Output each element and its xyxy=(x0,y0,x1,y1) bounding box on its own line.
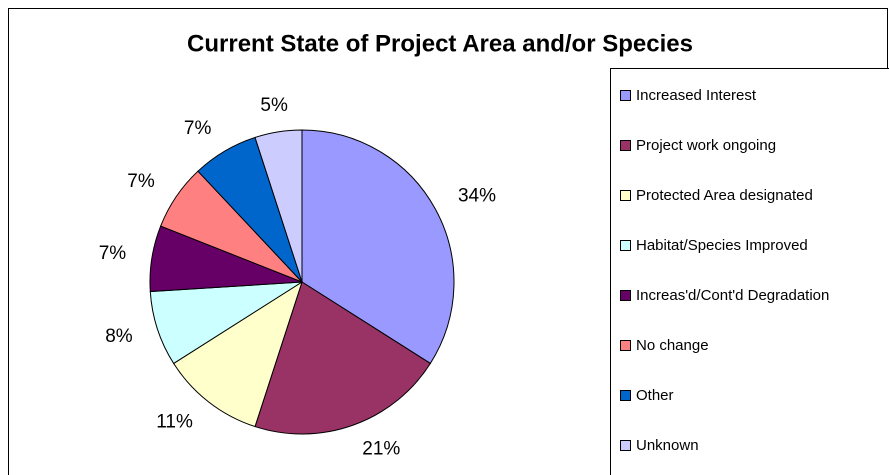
legend-swatch xyxy=(620,140,631,151)
data-label: 34% xyxy=(458,185,496,206)
data-label: 8% xyxy=(105,326,133,347)
legend-swatch xyxy=(620,290,631,301)
legend-swatch xyxy=(620,90,631,101)
legend-label: Other xyxy=(636,387,674,404)
pie-slice xyxy=(301,129,455,365)
legend-label: Project work ongoing xyxy=(636,137,776,154)
legend-swatch xyxy=(620,390,631,401)
data-label: 7% xyxy=(184,118,212,139)
data-label: 11% xyxy=(156,412,193,433)
legend-label: Protected Area designated xyxy=(636,187,813,204)
legend-label: Increased Interest xyxy=(636,87,757,104)
legend-swatch xyxy=(620,340,631,351)
legend-swatch xyxy=(620,440,631,451)
data-label: 5% xyxy=(260,95,288,116)
legend-label: Unknown xyxy=(636,437,699,454)
data-label: 7% xyxy=(99,243,127,264)
legend-label: Habitat/Species Improved xyxy=(636,237,808,254)
chart-title: Current State of Project Area and/or Spe… xyxy=(187,30,693,57)
pie-slice xyxy=(254,129,303,283)
data-label: 7% xyxy=(127,171,155,192)
legend-swatch xyxy=(620,240,631,251)
legend-swatch xyxy=(620,190,631,201)
data-label: 21% xyxy=(362,438,400,459)
pie-slice xyxy=(254,281,432,435)
pie-slice xyxy=(172,280,303,428)
legend-label: No change xyxy=(636,337,709,354)
legend-box xyxy=(610,68,889,475)
legend-label: Increas'd/Cont'd Degradation xyxy=(636,287,829,304)
